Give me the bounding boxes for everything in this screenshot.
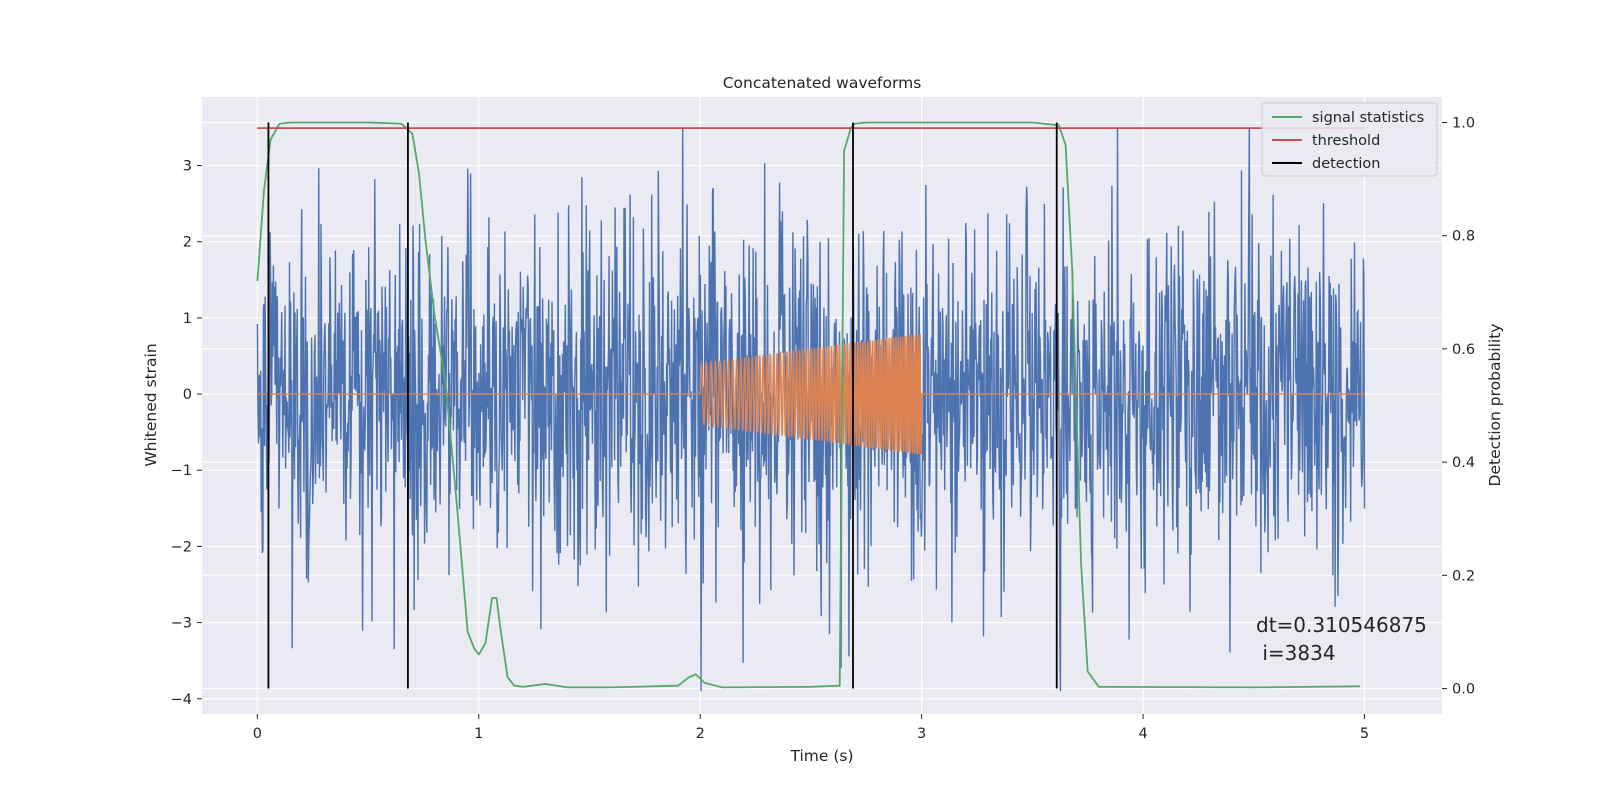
plot-marks <box>256 121 1366 692</box>
x-tick-label: 3 <box>917 726 926 742</box>
legend-label-threshold: threshold <box>1312 133 1380 149</box>
x-axis-label: Time (s) <box>789 747 853 765</box>
y-tick-label-right: 0.0 <box>1452 682 1475 698</box>
x-tick-label: 2 <box>696 726 705 742</box>
y-axis-label-right: Detection probability <box>1486 324 1504 487</box>
x-tick-label: 4 <box>1138 726 1147 742</box>
y-tick-label-left: −3 <box>171 616 192 632</box>
annotation-index: i=3834 <box>1256 641 1336 665</box>
y-tick-label-right: 0.4 <box>1452 455 1475 471</box>
legend-label-signal-statistics: signal statistics <box>1312 110 1424 126</box>
legend-box <box>1261 102 1438 177</box>
y-tick-label-left: −1 <box>171 463 192 479</box>
legend: signal statistics threshold detection <box>1261 102 1438 177</box>
x-tick-label: 1 <box>474 726 483 742</box>
y-tick-label-right: 0.2 <box>1452 568 1475 584</box>
y-tick-label-left: −4 <box>171 692 192 708</box>
y-tick-label-right: 0.6 <box>1452 342 1475 358</box>
signal-statistics-line <box>256 121 1361 689</box>
annotation-dt: dt=0.310546875 <box>1256 613 1427 637</box>
y-tick-label-left: 1 <box>183 311 192 327</box>
series-noise-strain-line <box>256 127 1366 692</box>
y-tick-label-left: 0 <box>183 387 192 403</box>
y-tick-label-left: −2 <box>171 539 192 555</box>
axis-ticks: 0 1 2 3 4 5 3 2 1 0 −1 −2 −3 −4 1.0 0.8 0.6 0.4 0.2 0.0 <box>171 115 1475 742</box>
chart-title: Concatenated waveforms <box>723 74 922 92</box>
x-tick-label: 5 <box>1360 726 1369 742</box>
x-tick-label: 0 <box>253 726 262 742</box>
series-injected-signal-line <box>257 333 1365 455</box>
y-tick-label-right: 1.0 <box>1452 115 1475 131</box>
y-tick-label-left: 3 <box>183 159 192 175</box>
y-axis-label-left: Whitened strain <box>142 343 160 466</box>
y-tick-label-left: 2 <box>183 235 192 251</box>
legend-label-detection: detection <box>1312 156 1380 172</box>
y-tick-label-right: 0.8 <box>1452 229 1475 245</box>
